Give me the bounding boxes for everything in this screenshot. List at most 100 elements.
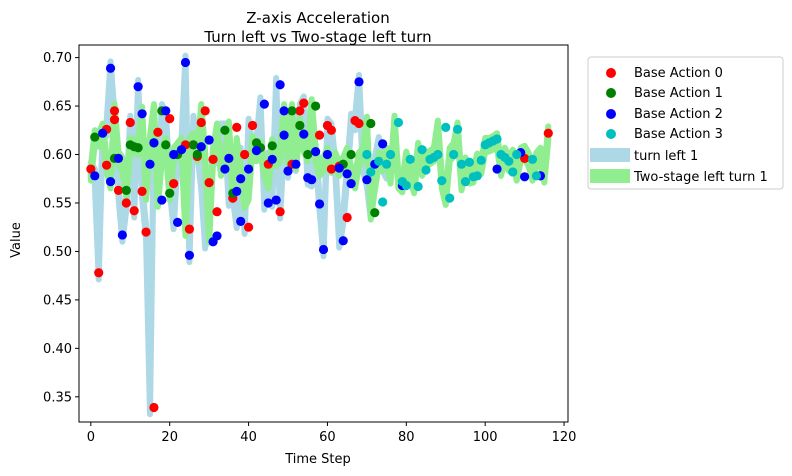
point-base-action-3 — [374, 156, 384, 166]
y-tick-label: 0.50 — [43, 245, 72, 260]
point-base-action-3 — [433, 149, 443, 160]
point-base-action-3 — [393, 117, 404, 128]
point-base-action-2 — [232, 186, 242, 196]
point-base-action-1 — [165, 188, 175, 198]
point-base-action-0 — [165, 114, 175, 124]
y-axis-ticks: 0.35 0.40 0.45 0.50 0.55 0.60 0.65 0.70 — [43, 51, 79, 405]
point-base-action-0 — [543, 128, 553, 138]
point-base-action-2 — [314, 199, 325, 209]
y-tick-label: 0.40 — [43, 342, 72, 357]
point-base-action-0 — [137, 186, 147, 196]
point-base-action-3 — [460, 177, 471, 187]
legend-label-base-action-2: Base Action 2 — [634, 107, 723, 122]
y-tick-label: 0.45 — [43, 293, 72, 308]
point-base-action-1 — [303, 149, 313, 160]
point-base-action-0 — [232, 122, 242, 132]
plot-frame — [78, 44, 569, 423]
point-base-action-0 — [354, 118, 364, 129]
point-base-action-0 — [299, 98, 309, 108]
chart-title: Z-axis Acceleration — [246, 9, 389, 27]
point-base-action-2 — [172, 217, 183, 227]
point-base-action-0 — [94, 268, 104, 278]
point-base-action-2 — [271, 195, 281, 205]
legend-label-base-action-0: Base Action 0 — [634, 66, 723, 81]
point-base-action-0 — [149, 402, 159, 413]
point-base-action-3 — [508, 167, 518, 177]
point-base-action-2 — [275, 80, 285, 90]
point-base-action-2 — [263, 198, 273, 208]
point-base-action-0 — [326, 164, 336, 174]
point-base-action-3 — [417, 145, 427, 155]
y-tick-label: 0.65 — [43, 100, 72, 115]
point-base-action-1 — [287, 106, 297, 116]
point-base-action-3 — [527, 154, 538, 164]
point-base-action-2 — [176, 145, 187, 155]
legend-label-two-stage-left-turn-1: Two-stage left turn 1 — [633, 170, 768, 185]
y-tick-label: 0.60 — [43, 148, 72, 163]
point-base-action-2 — [318, 244, 329, 255]
point-base-action-0 — [109, 106, 120, 116]
point-base-action-2 — [342, 169, 352, 179]
legend-label-base-action-3: Base Action 3 — [634, 127, 723, 142]
point-base-action-1 — [366, 118, 376, 129]
x-tick-label: 0 — [87, 430, 95, 445]
point-base-action-2 — [161, 106, 171, 116]
point-base-action-2 — [279, 106, 289, 116]
y-tick-label: 0.70 — [43, 51, 72, 66]
x-tick-label: 80 — [398, 430, 415, 445]
y-tick-label: 0.35 — [43, 390, 72, 405]
point-base-action-2 — [137, 109, 147, 119]
point-base-action-3 — [362, 149, 372, 160]
point-base-action-0 — [169, 178, 179, 189]
point-base-action-0 — [212, 207, 222, 217]
point-base-action-0 — [295, 106, 305, 116]
point-base-action-2 — [334, 163, 344, 173]
point-base-action-0 — [342, 212, 352, 223]
point-base-action-2 — [267, 154, 277, 164]
point-base-action-1 — [133, 143, 143, 153]
point-base-action-0 — [275, 207, 285, 217]
point-base-action-0 — [314, 130, 325, 140]
point-base-action-1 — [220, 125, 230, 135]
point-base-action-3 — [504, 156, 514, 166]
x-axis-ticks: 0 20 40 60 80 100 120 — [87, 422, 576, 445]
point-base-action-2 — [251, 146, 262, 156]
point-base-action-0 — [200, 106, 210, 116]
legend-swatch-turn-left-1 — [590, 148, 630, 162]
point-base-action-2 — [169, 149, 179, 160]
point-base-action-2 — [105, 63, 116, 73]
point-base-action-2 — [149, 138, 159, 148]
point-base-action-2 — [220, 164, 230, 174]
point-base-action-0 — [129, 206, 139, 216]
point-base-action-3 — [366, 167, 376, 177]
point-base-action-2 — [520, 172, 530, 182]
point-base-action-0 — [184, 224, 195, 234]
point-base-action-2 — [259, 99, 269, 109]
point-base-action-1 — [346, 149, 356, 160]
point-base-action-2 — [243, 164, 254, 174]
point-base-action-3 — [512, 149, 522, 160]
point-base-action-0 — [141, 227, 151, 237]
point-base-action-3 — [472, 171, 482, 181]
point-base-action-3 — [413, 181, 423, 192]
legend-marker-base-action-1 — [606, 88, 616, 98]
legend-marker-base-action-2 — [606, 109, 616, 119]
point-base-action-0 — [196, 117, 206, 128]
point-base-action-0 — [121, 198, 131, 208]
point-base-action-2 — [362, 175, 372, 185]
point-base-action-2 — [105, 177, 116, 187]
point-base-action-2 — [133, 82, 143, 92]
x-tick-label: 60 — [319, 430, 336, 445]
point-base-action-2 — [322, 149, 333, 160]
point-base-action-2 — [113, 153, 124, 163]
point-base-action-2 — [283, 166, 293, 176]
point-base-action-0 — [240, 149, 250, 160]
point-base-action-2 — [224, 153, 234, 163]
point-base-action-0 — [86, 164, 96, 174]
point-base-action-3 — [401, 180, 411, 191]
point-base-action-2 — [184, 250, 195, 260]
point-base-action-1 — [161, 140, 171, 150]
legend-label-base-action-1: Base Action 1 — [634, 86, 723, 101]
point-base-action-3 — [456, 159, 467, 169]
point-base-action-2 — [98, 128, 108, 138]
